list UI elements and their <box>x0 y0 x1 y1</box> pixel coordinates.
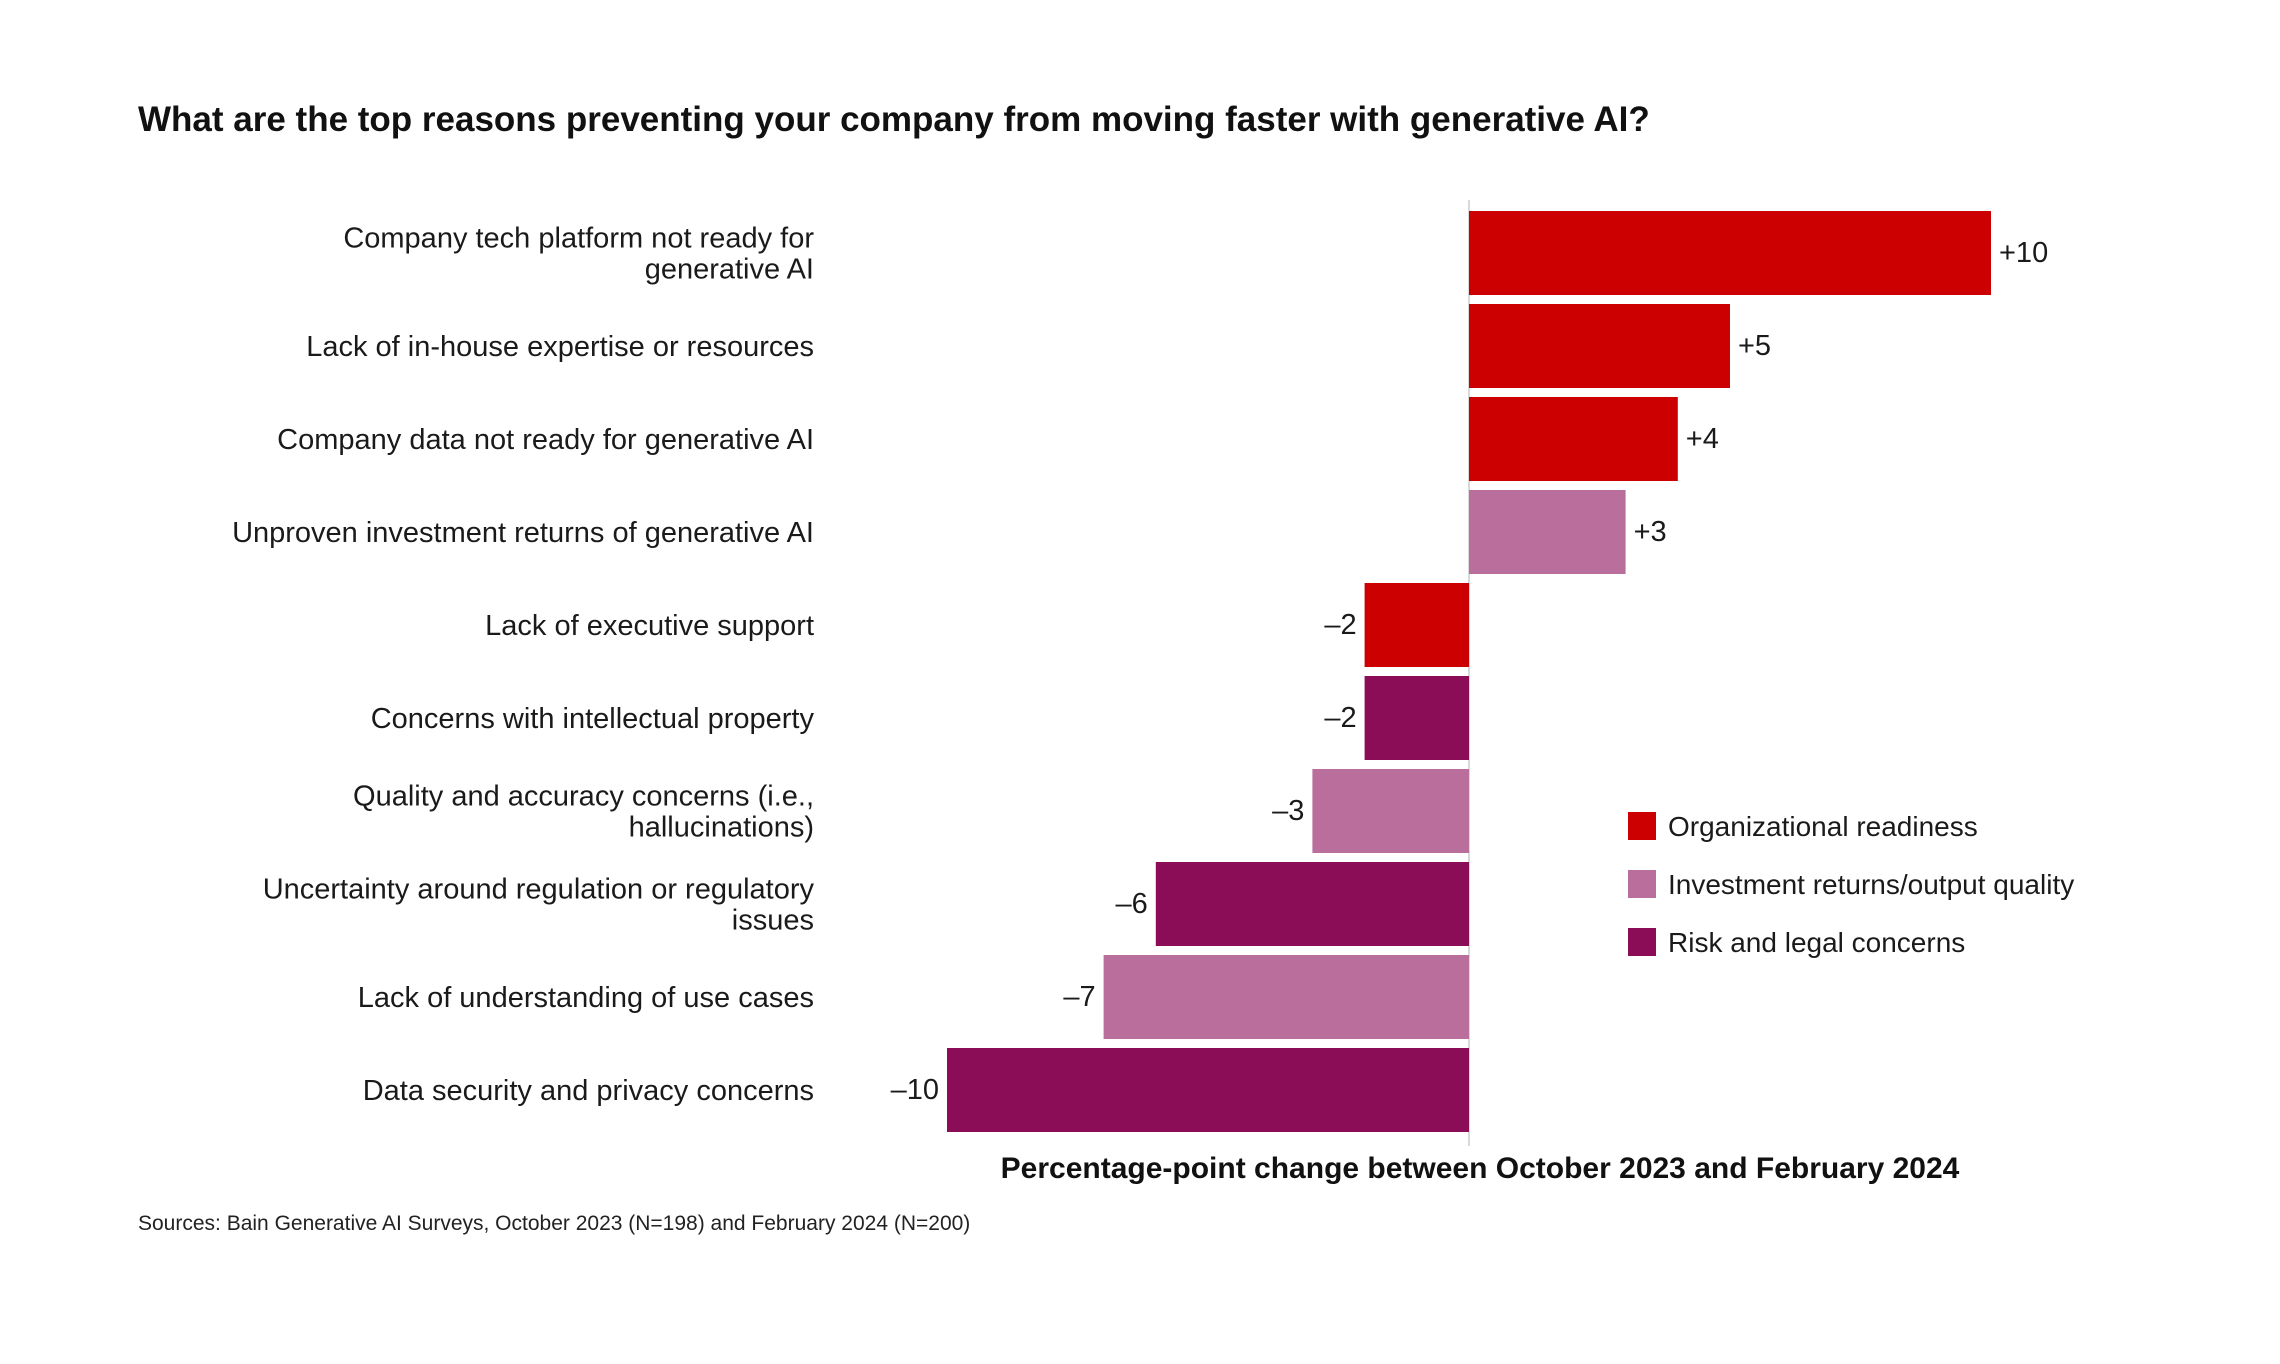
legend-label: Organizational readiness <box>1668 811 1978 842</box>
category-label: generative AI <box>645 254 814 286</box>
bar <box>1364 583 1469 667</box>
bar <box>1469 397 1678 481</box>
category-label: hallucinations) <box>629 812 814 844</box>
legend-label: Investment returns/output quality <box>1668 869 2074 900</box>
bar <box>1103 955 1469 1039</box>
legend-swatch <box>1628 812 1656 840</box>
value-label: +3 <box>1634 516 1667 548</box>
value-label: –6 <box>1116 888 1148 920</box>
x-axis-title: Percentage-point change between October … <box>1001 1152 1960 1185</box>
legend-swatch <box>1628 870 1656 898</box>
category-label: Lack of understanding of use cases <box>358 982 814 1014</box>
value-label: –2 <box>1324 609 1356 641</box>
value-label: +5 <box>1738 330 1771 362</box>
category-label: Uncertainty around regulation or regulat… <box>263 874 815 906</box>
chart-title: What are the top reasons preventing your… <box>138 100 1650 139</box>
category-label: Lack of executive support <box>485 610 814 642</box>
category-label: Company tech platform not ready for <box>343 223 814 255</box>
bar <box>1312 769 1469 853</box>
category-label: Concerns with intellectual property <box>371 703 815 735</box>
category-label: Unproven investment returns of generativ… <box>232 517 814 549</box>
value-label: +4 <box>1686 423 1719 455</box>
source-note: Sources: Bain Generative AI Surveys, Oct… <box>138 1212 971 1235</box>
bar <box>1469 490 1626 574</box>
category-label: Lack of in-house expertise or resources <box>306 331 814 363</box>
value-label: –10 <box>891 1074 939 1106</box>
category-label: Data security and privacy concerns <box>363 1075 814 1107</box>
value-label: –2 <box>1324 702 1356 734</box>
bar <box>1155 862 1469 946</box>
value-label: –7 <box>1063 981 1095 1013</box>
value-label: +10 <box>1999 237 2048 269</box>
category-label: Company data not ready for generative AI <box>277 424 814 456</box>
legend-label: Risk and legal concerns <box>1668 927 1965 958</box>
bar <box>947 1048 1469 1132</box>
category-label: issues <box>732 905 814 937</box>
legend-swatch <box>1628 928 1656 956</box>
bar <box>1469 211 1991 295</box>
bar <box>1364 676 1469 760</box>
category-label: Quality and accuracy concerns (i.e., <box>353 781 814 813</box>
value-label: –3 <box>1272 795 1304 827</box>
bar <box>1469 304 1730 388</box>
